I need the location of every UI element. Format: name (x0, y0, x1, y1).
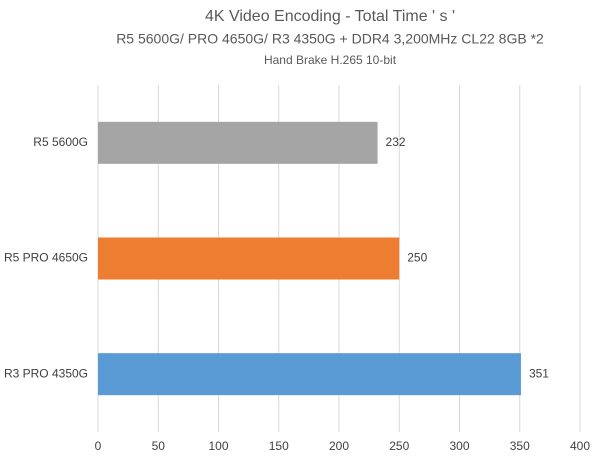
bar (98, 237, 400, 280)
chart-caption: Hand Brake H.265 10-bit (264, 53, 397, 67)
x-tick-label: 50 (152, 439, 166, 453)
x-tick-label: 0 (95, 439, 102, 453)
chart-title: 4K Video Encoding - Total Time ' s ' (205, 8, 455, 25)
x-tick-label: 250 (389, 439, 409, 453)
data-label: 232 (386, 135, 406, 149)
x-tick-label: 400 (570, 439, 590, 453)
data-label: 250 (407, 251, 427, 265)
x-tick-label: 200 (329, 439, 349, 453)
x-tick-label: 150 (269, 439, 289, 453)
x-tick-label: 350 (510, 439, 530, 453)
bar (98, 353, 521, 396)
y-tick-label: R5 PRO 4650G (4, 251, 88, 265)
x-tick-label: 300 (449, 439, 469, 453)
x-tick-label: 100 (208, 439, 228, 453)
y-tick-label: R5 5600G (33, 135, 88, 149)
data-label: 351 (529, 366, 549, 380)
y-tick-label: R3 PRO 4350G (4, 366, 88, 380)
bar (98, 121, 378, 164)
chart-subtitle: R5 5600G/ PRO 4650G/ R3 4350G + DDR4 3,2… (116, 31, 544, 47)
